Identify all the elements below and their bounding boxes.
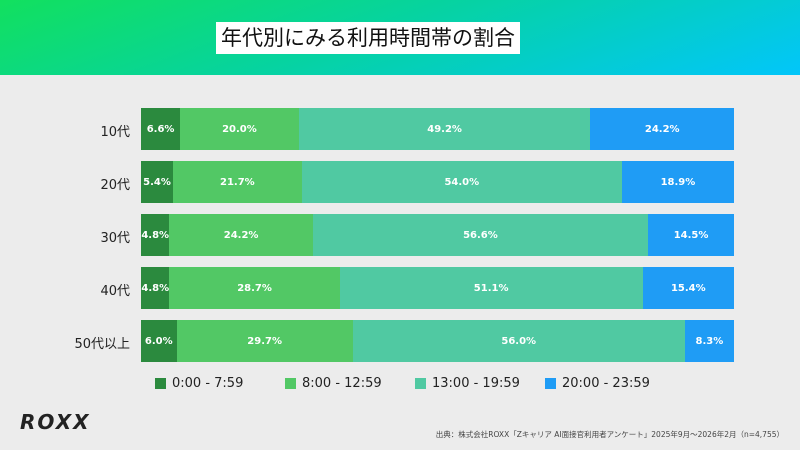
bar-segment: 56.0%	[352, 320, 685, 362]
legend-swatch	[285, 378, 296, 389]
legend-label: 20:00 - 23:59	[562, 376, 650, 391]
legend-item: 20:00 - 23:59	[545, 376, 675, 391]
roxx-logo: ROXX	[20, 410, 91, 434]
bar-segment: 21.7%	[173, 161, 302, 203]
bar-segment: 8.3%	[684, 320, 734, 362]
bar-segment: 14.5%	[648, 214, 734, 256]
bar-segment: 6.6%	[141, 108, 181, 150]
legend-swatch	[415, 378, 426, 389]
legend-label: 0:00 - 7:59	[172, 376, 244, 391]
bar-segment: 24.2%	[590, 108, 734, 150]
source-note: 出典：株式会社ROXX「Zキャリア AI面接官利用者アンケート」2025年9月〜…	[435, 430, 784, 439]
bar-segment: 18.9%	[621, 161, 734, 203]
bar-segment: 49.2%	[298, 108, 591, 150]
bar-segment: 20.0%	[180, 108, 299, 150]
legend-swatch	[545, 378, 556, 389]
legend-label: 8:00 - 12:59	[302, 376, 382, 391]
category-label: 30代	[100, 231, 130, 246]
chart-title: 年代別にみる利用時間帯の割合	[216, 22, 520, 54]
category-label: 20代	[100, 178, 130, 193]
header-banner: 年代別にみる利用時間帯の割合	[0, 0, 800, 75]
bar-segment: 29.7%	[176, 320, 353, 362]
bar-segment: 54.0%	[301, 161, 622, 203]
bar-segment: 4.8%	[141, 214, 170, 256]
legend-item: 13:00 - 19:59	[415, 376, 545, 391]
category-label: 10代	[100, 125, 130, 140]
bar-segment: 6.0%	[141, 320, 177, 362]
legend: 0:00 - 7:59 8:00 - 12:59 13:00 - 19:59 20:0…	[155, 376, 675, 391]
bar-segment: 5.4%	[141, 161, 174, 203]
bar-segment: 56.6%	[312, 214, 649, 256]
bar-segment: 28.7%	[169, 267, 340, 309]
legend-swatch	[155, 378, 166, 389]
legend-item: 8:00 - 12:59	[285, 376, 415, 391]
bar-segment: 15.4%	[642, 267, 734, 309]
category-label: 50代以上	[74, 337, 130, 352]
bar-segment: 4.8%	[141, 267, 170, 309]
legend-label: 13:00 - 19:59	[432, 376, 520, 391]
bar-segment: 24.2%	[169, 214, 313, 256]
bar-segment: 51.1%	[339, 267, 643, 309]
category-label: 40代	[100, 284, 130, 299]
legend-item: 0:00 - 7:59	[155, 376, 285, 391]
